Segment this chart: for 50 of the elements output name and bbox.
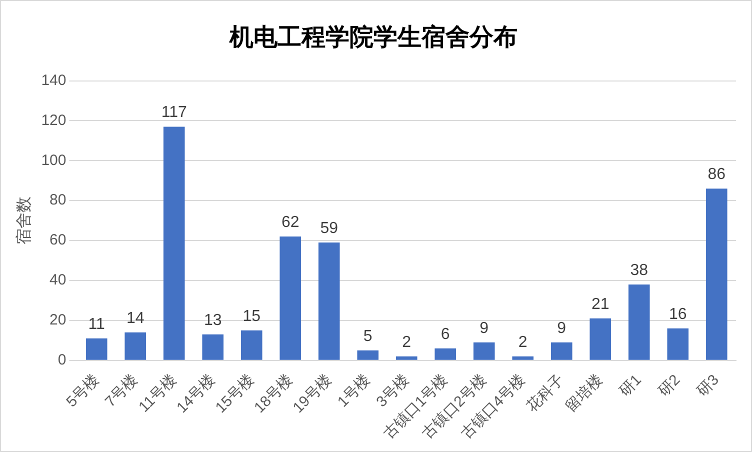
x-tick-label: 留培楼 bbox=[562, 371, 606, 416]
data-label: 62 bbox=[281, 214, 300, 231]
data-label: 117 bbox=[161, 104, 187, 122]
y-axis-title: 宿舍数 bbox=[15, 196, 34, 245]
y-tick-label: 0 bbox=[58, 351, 66, 368]
y-tick-label: 60 bbox=[50, 232, 66, 249]
data-label: 6 bbox=[440, 326, 450, 343]
y-tick-label: 40 bbox=[50, 272, 66, 289]
bar bbox=[318, 242, 340, 360]
bar bbox=[163, 126, 185, 360]
bar bbox=[86, 338, 108, 360]
data-label: 11 bbox=[88, 316, 106, 333]
y-tick-label: 80 bbox=[50, 192, 66, 209]
y-tick-label: 20 bbox=[50, 312, 66, 329]
x-tick-label: 研2 bbox=[655, 371, 684, 400]
x-tick-label: 5号楼 bbox=[63, 371, 102, 411]
bar bbox=[124, 332, 146, 360]
data-label: 5 bbox=[363, 328, 372, 345]
data-label: 9 bbox=[557, 320, 566, 337]
bar bbox=[667, 328, 689, 360]
bar bbox=[202, 334, 224, 360]
bar bbox=[434, 348, 456, 360]
x-tick-label: 1号楼 bbox=[334, 371, 374, 411]
data-label: 21 bbox=[591, 296, 610, 313]
bar bbox=[550, 342, 572, 360]
bar bbox=[280, 236, 302, 360]
data-label: 13 bbox=[204, 312, 222, 329]
bar bbox=[240, 330, 262, 360]
bar bbox=[628, 284, 650, 360]
data-label: 2 bbox=[402, 334, 412, 351]
data-label: 86 bbox=[708, 166, 726, 184]
bar bbox=[512, 356, 534, 360]
y-tick-label: 120 bbox=[41, 112, 66, 129]
data-label: 2 bbox=[518, 334, 528, 351]
data-label: 38 bbox=[630, 262, 648, 279]
y-tick-label: 140 bbox=[41, 72, 66, 89]
data-label: 16 bbox=[668, 306, 687, 323]
data-label: 59 bbox=[320, 220, 338, 237]
data-label: 14 bbox=[126, 310, 144, 327]
chart-title: 机电工程学院学生宿舍分布 bbox=[228, 23, 518, 52]
x-tick-label: 研3 bbox=[694, 371, 722, 400]
bar bbox=[590, 318, 612, 360]
bar bbox=[396, 356, 418, 360]
data-label: 9 bbox=[480, 320, 489, 337]
bar bbox=[473, 342, 495, 360]
bar bbox=[706, 188, 728, 360]
bar bbox=[357, 350, 379, 360]
y-tick-label: 100 bbox=[41, 152, 66, 169]
x-tick-label: 研1 bbox=[616, 371, 645, 400]
data-label: 15 bbox=[242, 308, 261, 325]
